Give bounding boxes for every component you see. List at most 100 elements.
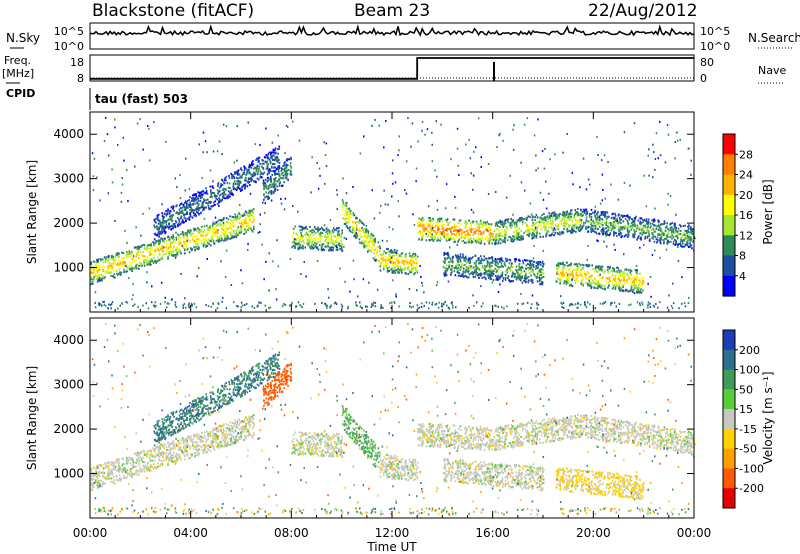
power-point	[487, 276, 490, 279]
power-point	[408, 252, 411, 255]
power-point	[445, 227, 448, 230]
power-point	[570, 265, 572, 268]
power-point	[289, 173, 292, 176]
power-point	[501, 264, 503, 267]
power-point	[660, 234, 663, 237]
power-point	[251, 178, 253, 181]
power-point	[169, 241, 172, 244]
power-point	[98, 267, 100, 269]
power-point	[503, 222, 506, 225]
power-point	[137, 253, 139, 256]
power-point	[540, 273, 542, 276]
power-point	[220, 219, 223, 222]
power-point	[658, 233, 660, 236]
power-point	[200, 240, 203, 243]
power-point	[122, 252, 125, 254]
power-point	[400, 259, 403, 262]
power-point	[526, 217, 528, 219]
power-point	[607, 286, 609, 289]
power-point	[179, 203, 182, 205]
power-point	[600, 267, 603, 270]
power-point	[403, 268, 405, 271]
power-point	[266, 166, 269, 169]
power-point	[559, 233, 561, 236]
power-point	[521, 221, 524, 223]
power-point	[659, 239, 661, 242]
power-point	[225, 224, 228, 227]
power-point	[636, 285, 638, 288]
power-point	[387, 259, 390, 262]
power-point	[207, 231, 209, 234]
power-point	[207, 241, 209, 244]
power-point	[90, 261, 92, 264]
power-point	[485, 226, 487, 229]
power-point	[611, 269, 613, 272]
power-point	[649, 222, 652, 225]
power-point	[471, 271, 474, 274]
power-point	[630, 225, 632, 228]
power-point	[562, 268, 564, 271]
power-point	[524, 271, 527, 274]
power-point	[443, 229, 445, 232]
power-point	[587, 226, 590, 228]
power-point	[351, 225, 353, 228]
power-point	[276, 155, 278, 158]
power-point	[463, 241, 466, 244]
power-point	[597, 211, 599, 213]
power-point	[562, 212, 564, 215]
power-point	[397, 262, 400, 265]
power-point	[485, 270, 488, 273]
power-point	[667, 232, 669, 235]
power-point	[582, 214, 584, 217]
power-point	[270, 189, 273, 192]
power-point	[160, 225, 163, 228]
power-point	[196, 201, 198, 204]
power-point	[281, 168, 284, 171]
power-point	[175, 236, 178, 239]
power-point	[583, 211, 586, 214]
power-point	[518, 218, 520, 221]
power-point	[328, 240, 331, 243]
power-point	[558, 221, 561, 224]
power-point	[210, 237, 213, 240]
power-point	[137, 245, 139, 248]
power-point	[469, 224, 472, 227]
power-point	[543, 223, 545, 226]
power-point	[168, 239, 170, 242]
power-point	[495, 242, 497, 245]
power-point	[338, 247, 341, 250]
power-point	[348, 229, 351, 232]
power-point	[185, 232, 187, 235]
power-point	[453, 241, 455, 244]
power-point	[441, 230, 444, 233]
power-point	[92, 279, 95, 282]
power-point	[157, 213, 160, 216]
power-point	[404, 260, 407, 263]
power-point	[475, 229, 477, 232]
power-point	[542, 272, 545, 275]
power-point	[346, 227, 349, 229]
power-point	[285, 159, 288, 162]
power-point	[489, 278, 492, 281]
power-point	[471, 241, 474, 244]
power-point	[165, 213, 168, 215]
power-point	[235, 230, 237, 233]
power-point	[275, 151, 277, 154]
power-point	[245, 220, 247, 223]
power-point	[209, 201, 211, 204]
power-point	[274, 172, 276, 175]
power-point	[182, 209, 184, 212]
power-point	[121, 251, 123, 254]
power-point	[271, 151, 273, 154]
power-point	[499, 234, 502, 237]
power-point	[326, 235, 328, 238]
power-point	[178, 218, 180, 221]
power-point	[209, 244, 212, 247]
power-point	[468, 265, 471, 268]
power-point	[602, 231, 605, 234]
power-point	[375, 258, 378, 261]
power-point	[151, 260, 154, 263]
power-point	[529, 264, 531, 267]
power-point	[167, 243, 169, 245]
power-point	[276, 167, 279, 170]
